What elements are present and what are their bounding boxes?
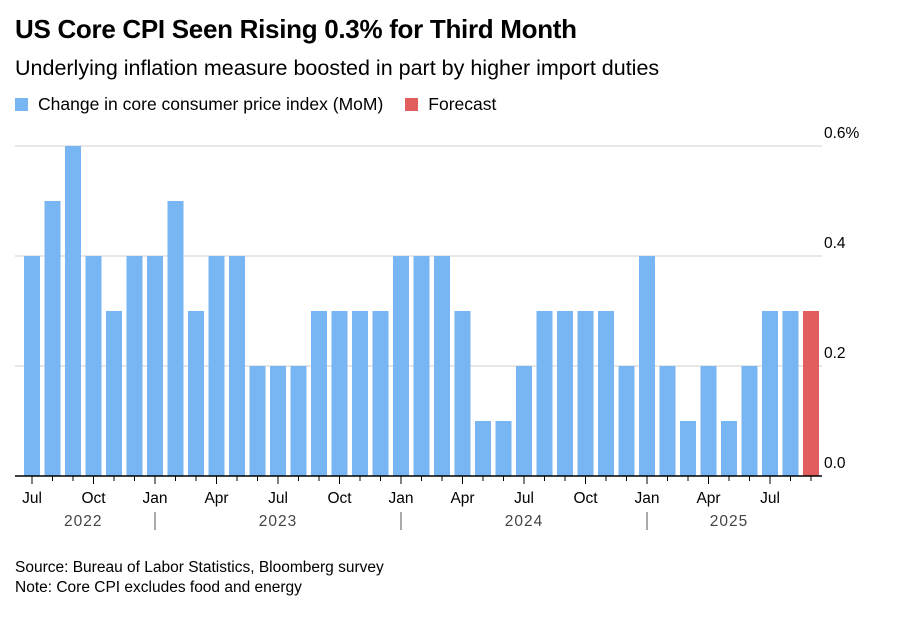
x-tick-label: Jan — [143, 490, 168, 507]
year-label: 2024 — [505, 513, 543, 530]
bar — [536, 311, 553, 476]
y-tick-label: 0.4 — [824, 235, 846, 252]
bar — [188, 311, 204, 476]
bar — [24, 256, 40, 476]
chart-title: US Core CPI Seen Rising 0.3% for Third M… — [15, 14, 577, 44]
x-tick-label: Jan — [635, 490, 660, 507]
legend-item-forecast: Forecast — [405, 94, 496, 115]
y-tick-label: 0.0 — [824, 455, 846, 472]
bar — [680, 421, 696, 476]
legend-swatch-actual — [15, 98, 28, 111]
x-tick-label: Apr — [696, 490, 720, 507]
bar — [495, 421, 512, 476]
forecast-bar — [803, 311, 819, 476]
bar — [618, 366, 635, 476]
year-label: 2022 — [64, 513, 102, 530]
chart-subtitle: Underlying inflation measure boosted in … — [15, 56, 660, 80]
bar — [577, 311, 594, 476]
bar — [147, 256, 163, 476]
bar — [516, 366, 532, 476]
x-tick-label: Oct — [573, 490, 598, 507]
bar — [352, 311, 368, 476]
x-tick-label: Apr — [450, 490, 474, 507]
bar — [290, 366, 307, 476]
bar — [126, 256, 143, 476]
y-tick-label: 0.2 — [824, 345, 846, 362]
bar — [106, 311, 122, 476]
bar — [65, 146, 81, 476]
bar — [393, 256, 409, 476]
legend-swatch-forecast — [405, 98, 419, 111]
bar — [44, 201, 61, 476]
source-note: Source: Bureau of Labor Statistics, Bloo… — [15, 559, 384, 576]
bar — [167, 201, 184, 476]
bar — [85, 256, 102, 476]
legend: Change in core consumer price index (MoM… — [15, 94, 518, 115]
footnote: Note: Core CPI excludes food and energy — [15, 579, 302, 596]
bar — [454, 311, 471, 476]
x-tick-label: Apr — [204, 490, 228, 507]
x-tick-label: Oct — [81, 490, 106, 507]
bar — [557, 311, 573, 476]
year-label: 2025 — [710, 513, 748, 530]
x-tick-label: Jan — [389, 490, 414, 507]
bar — [413, 256, 430, 476]
y-tick-label: 0.6% — [824, 125, 860, 142]
legend-label-actual: Change in core consumer price index (MoM… — [38, 94, 384, 114]
bar — [249, 366, 266, 476]
bar — [208, 256, 225, 476]
bar — [229, 256, 245, 476]
legend-item-actual: Change in core consumer price index (MoM… — [15, 94, 383, 115]
x-tick-label: Jul — [760, 490, 780, 507]
bar — [639, 256, 655, 476]
legend-label-forecast: Forecast — [428, 94, 497, 114]
year-label: 2023 — [259, 513, 297, 530]
x-tick-label: Jul — [268, 490, 288, 507]
bar — [762, 311, 778, 476]
bar — [700, 366, 717, 476]
bar — [741, 366, 758, 476]
x-tick-label: Oct — [327, 490, 352, 507]
bar — [598, 311, 614, 476]
x-tick-label: Jul — [514, 490, 534, 507]
bar — [782, 311, 799, 476]
bar — [659, 366, 676, 476]
bar — [475, 421, 491, 476]
bar — [434, 256, 450, 476]
bar — [311, 311, 327, 476]
bar — [270, 366, 286, 476]
x-tick-label: Jul — [22, 490, 42, 507]
bar — [721, 421, 737, 476]
bar — [331, 311, 348, 476]
bar — [372, 311, 389, 476]
